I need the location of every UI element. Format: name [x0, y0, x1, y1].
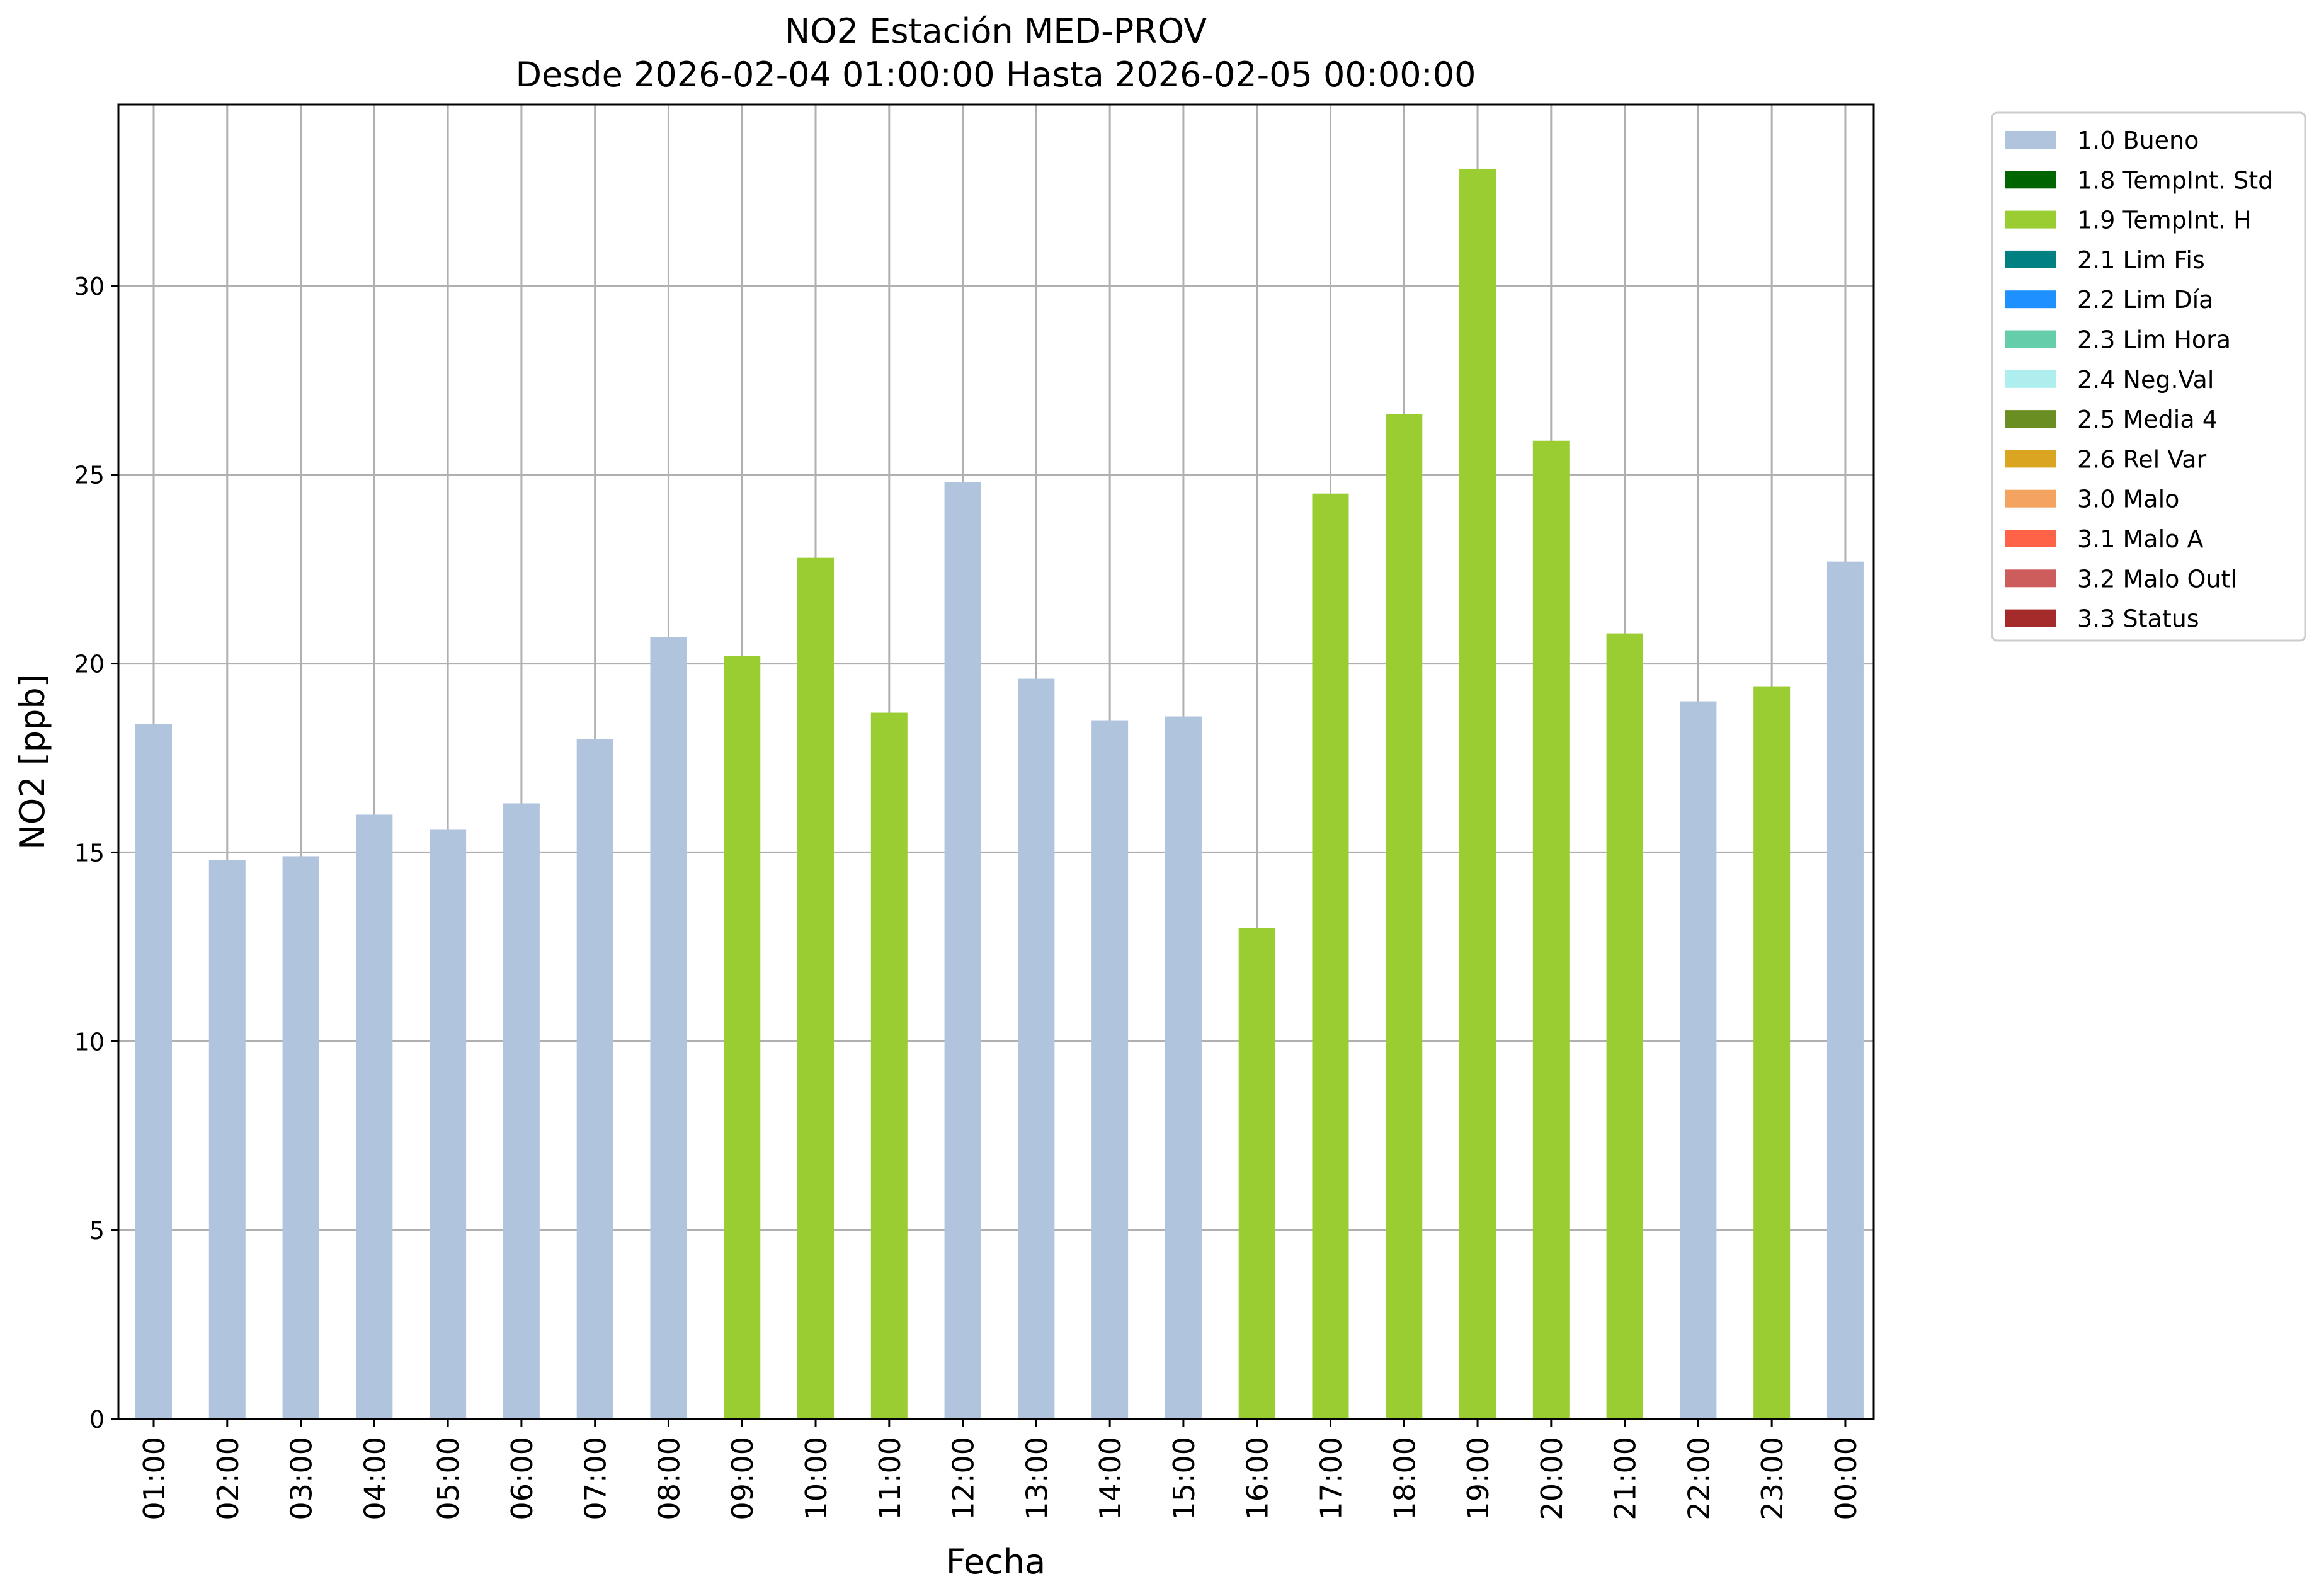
y-tick-label: 10: [74, 1028, 105, 1056]
x-tick-label: 19:00: [1461, 1437, 1495, 1520]
x-tick-label: 20:00: [1535, 1437, 1569, 1520]
chart-subtitle: Desde 2026-02-04 01:00:00 Hasta 2026-02-…: [515, 55, 1476, 94]
bar-2300: [1753, 686, 1791, 1419]
bar-2200: [1680, 701, 1717, 1419]
x-tick-label: 09:00: [726, 1437, 760, 1520]
y-axis-label: NO2 [ppb]: [13, 674, 52, 850]
x-tick-label: 04:00: [358, 1437, 392, 1520]
x-tick-label: 00:00: [1829, 1437, 1863, 1520]
bar-1700: [1312, 493, 1349, 1419]
bar-0700: [576, 739, 613, 1419]
legend-swatch: [2005, 489, 2056, 508]
legend-swatch: [2005, 370, 2056, 388]
legend-label: 2.2 Lim Día: [2077, 286, 2213, 314]
legend-swatch: [2005, 609, 2056, 627]
bar-0300: [282, 856, 319, 1419]
x-tick-label: 18:00: [1387, 1437, 1422, 1520]
bar-2000: [1532, 440, 1570, 1419]
legend-swatch: [2005, 131, 2056, 149]
x-tick-label: 01:00: [137, 1437, 171, 1520]
x-tick-label: 10:00: [799, 1437, 833, 1520]
legend-label: 2.3 Lim Hora: [2077, 326, 2231, 354]
legend-swatch: [2005, 530, 2056, 547]
legend-swatch: [2005, 171, 2056, 189]
x-tick-label: 03:00: [285, 1437, 319, 1520]
bar-1300: [1018, 678, 1055, 1419]
legend-swatch: [2005, 250, 2056, 268]
bar-0800: [650, 637, 687, 1419]
x-tick-label: 11:00: [873, 1437, 907, 1520]
legend-label: 1.9 TempInt. H: [2077, 207, 2252, 234]
x-tick-label: 08:00: [652, 1437, 686, 1520]
x-tick-label: 17:00: [1314, 1437, 1348, 1520]
chart-title: NO2 Estación MED-PROV: [785, 11, 1207, 51]
x-tick-label: 12:00: [947, 1437, 981, 1520]
y-tick-label: 0: [89, 1406, 105, 1434]
bar-0500: [430, 829, 467, 1419]
legend-label: 2.6 Rel Var: [2077, 445, 2207, 473]
y-tick-label: 25: [74, 462, 105, 489]
bar-0000: [1826, 561, 1864, 1419]
bar-1900: [1459, 168, 1496, 1419]
bar-0100: [135, 724, 172, 1419]
bar-0400: [356, 814, 393, 1419]
x-tick-label: 13:00: [1020, 1437, 1054, 1520]
bar-2100: [1606, 633, 1643, 1420]
bars: [135, 168, 1864, 1420]
y-tick-label: 15: [74, 839, 105, 867]
bar-1000: [797, 557, 835, 1419]
x-axis-ticks: 01:00 02:00 03:00 04:00 05:00 06:00 07:00 08:00…: [137, 1419, 1863, 1520]
bar-1200: [944, 482, 981, 1419]
x-tick-label: 02:00: [211, 1437, 245, 1520]
legend: 1.0 Bueno 1.8 TempInt. Std 1.9 TempInt. H 2…: [1991, 111, 2306, 642]
x-tick-label: 15:00: [1167, 1437, 1201, 1520]
legend-swatch: [2005, 330, 2056, 348]
legend-swatch: [2005, 290, 2056, 309]
bar-1500: [1165, 716, 1202, 1419]
y-tick-label: 30: [74, 273, 105, 300]
y-tick-label: 20: [74, 651, 105, 678]
legend-label: 1.8 TempInt. Std: [2077, 166, 2273, 194]
legend-frame: [1991, 111, 2306, 642]
legend-swatch: [2005, 410, 2056, 428]
legend-label: 1.0 Bueno: [2077, 127, 2199, 154]
x-tick-label: 14:00: [1093, 1437, 1127, 1520]
x-axis-label: Fecha: [946, 1542, 1046, 1582]
x-tick-label: 21:00: [1609, 1437, 1643, 1520]
x-tick-label: 07:00: [579, 1437, 613, 1520]
bar-0900: [724, 656, 761, 1419]
x-tick-label: 22:00: [1682, 1437, 1716, 1520]
x-tick-label: 16:00: [1241, 1437, 1275, 1520]
y-tick-label: 5: [89, 1217, 105, 1245]
bar-1600: [1238, 928, 1275, 1419]
legend-label: 3.2 Malo Outl: [2077, 565, 2237, 593]
legend-label: 2.1 Lim Fis: [2077, 246, 2205, 274]
bar-1800: [1386, 414, 1423, 1419]
legend-swatch: [2005, 210, 2056, 229]
legend-swatch: [2005, 569, 2056, 588]
bar-1100: [870, 712, 908, 1419]
legend-label: 3.1 Malo A: [2077, 525, 2203, 553]
legend-swatch: [2005, 450, 2056, 468]
bar-0200: [208, 860, 246, 1419]
x-tick-label: 06:00: [505, 1437, 539, 1520]
legend-label: 3.3 Status: [2077, 605, 2199, 633]
plot-frame: [117, 103, 1875, 1420]
y-axis-ticks: 0 5 10 15 20 25 30: [74, 273, 118, 1434]
legend-label: 2.5 Media 4: [2077, 406, 2218, 433]
bar-1400: [1091, 720, 1129, 1419]
legend-label: 3.0 Malo: [2077, 486, 2179, 513]
legend-label: 2.4 Neg.Val: [2077, 366, 2214, 394]
bar-0600: [503, 803, 540, 1419]
x-tick-label: 05:00: [431, 1437, 465, 1520]
x-tick-label: 23:00: [1755, 1437, 1789, 1520]
